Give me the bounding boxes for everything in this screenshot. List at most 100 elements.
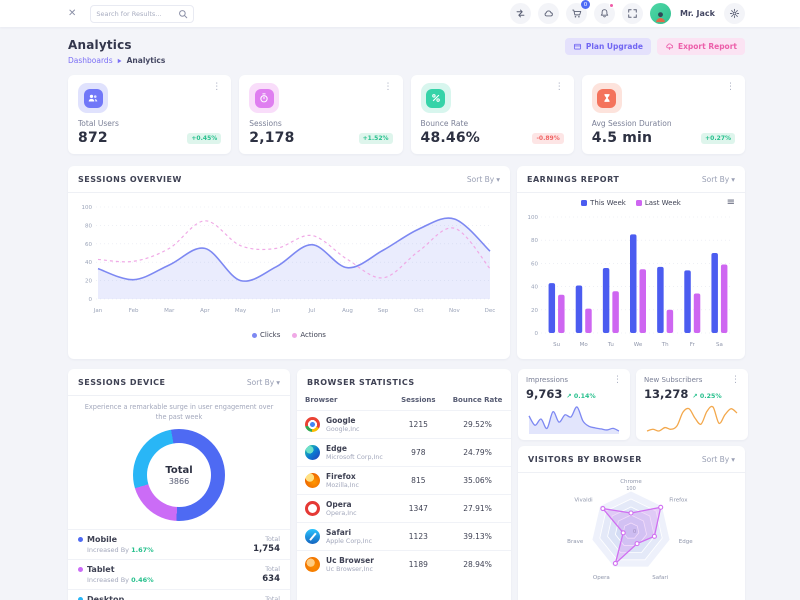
svg-text:Th: Th <box>661 342 669 348</box>
opera-icon <box>305 501 320 516</box>
export-report-button[interactable]: Export Report <box>656 38 745 55</box>
col-bounce-rate: Bounce Rate <box>444 389 511 411</box>
clicks-legend-dot <box>252 332 258 338</box>
svg-text:Dec: Dec <box>485 308 496 314</box>
svg-text:Aug: Aug <box>342 308 353 314</box>
search-box[interactable] <box>90 4 195 23</box>
panel-title: SESSIONS OVERVIEW <box>78 175 182 184</box>
card-icon <box>573 43 581 50</box>
gear-icon[interactable] <box>724 3 745 24</box>
svg-text:100: 100 <box>626 486 636 492</box>
svg-text:Safari: Safari <box>652 575 668 581</box>
new-subscribers-sparkline <box>646 405 738 432</box>
page-title: Analytics <box>68 38 132 52</box>
svg-text:Firefox: Firefox <box>669 497 688 503</box>
breadcrumb: Dashboards Analytics <box>68 56 165 65</box>
svg-text:Oct: Oct <box>414 308 424 314</box>
hamburger-menu-icon[interactable]: ≡ <box>726 197 735 208</box>
panel-title: EARNINGS REPORT <box>527 175 620 184</box>
search-icon[interactable] <box>178 9 188 19</box>
last-week-legend-label: Last Week <box>644 199 681 207</box>
sort-by-dropdown[interactable]: Sort By ▾ <box>701 455 735 464</box>
trend-up-icon: ↗ <box>692 393 698 400</box>
svg-text:Nov: Nov <box>449 308 460 314</box>
topbar: ✕ 0 <box>0 0 800 27</box>
impressions-card: Impressions ⋮ 9,763 ↗ 0.14% <box>518 369 630 440</box>
visitors-by-browser-panel: VISITORS BY BROWSER Sort By ▾ Chrome Firef… <box>518 446 745 600</box>
kebab-menu-icon[interactable]: ⋮ <box>726 82 735 92</box>
swap-icon[interactable] <box>509 3 531 24</box>
kebab-menu-icon[interactable]: ⋮ <box>212 82 222 92</box>
delta-badge: -0.89% <box>532 132 564 144</box>
kebab-menu-icon[interactable]: ⋮ <box>613 375 622 385</box>
svg-text:100: 100 <box>82 205 93 211</box>
svg-text:40: 40 <box>531 285 538 291</box>
svg-text:Edge: Edge <box>679 539 693 545</box>
svg-text:100: 100 <box>528 215 539 221</box>
svg-text:0: 0 <box>535 331 539 337</box>
svg-text:Sep: Sep <box>378 308 389 314</box>
device-row-desktop: Desktop Decresed By 3.43% Total 878 <box>68 589 290 600</box>
svg-text:May: May <box>235 308 247 314</box>
users-icon <box>83 88 103 108</box>
page-header: Analytics Dashboards Analytics Plan Upgr… <box>68 38 745 65</box>
stat-label: Total Users <box>78 119 119 128</box>
sessions-device-panel: SESSIONS DEVICE Sort By ▾ Experience a re… <box>68 369 290 600</box>
chevron-down-icon: ▾ <box>731 175 735 184</box>
new-subscribers-card: New Subscribers ⋮ 13,278 ↗ 0.25% <box>636 369 748 440</box>
svg-text:20: 20 <box>85 279 92 285</box>
svg-text:Jan: Jan <box>93 308 103 314</box>
kebab-menu-icon[interactable]: ⋮ <box>383 82 393 92</box>
svg-text:Opera: Opera <box>593 575 610 581</box>
impressions-sparkline <box>528 406 620 434</box>
svg-text:Mar: Mar <box>164 308 175 314</box>
donut-center-value: 3866 <box>168 476 190 486</box>
kebab-menu-icon[interactable]: ⋮ <box>731 375 740 385</box>
delta-badge: +0.27% <box>701 132 735 144</box>
browser-statistics-panel: BROWSER STATISTICS Browser Sessions Boun… <box>297 369 511 600</box>
stat-value: 4.5 min <box>591 130 653 146</box>
percent-icon <box>426 88 445 108</box>
bell-icon[interactable] <box>593 3 615 24</box>
cart-icon[interactable]: 0 <box>565 0 590 24</box>
sessions-overview-chart: 0 20 40 60 80 100 Jan Feb Mar Apr May Jun Jul Aug Sep O… <box>82 205 496 314</box>
close-icon[interactable]: ✕ <box>68 8 77 19</box>
svg-text:Brave: Brave <box>567 539 584 545</box>
impressions-value: 9,763 <box>526 387 563 401</box>
timer-icon <box>254 88 274 108</box>
col-sessions: Sessions <box>392 389 445 411</box>
actions-legend-dot <box>292 332 298 338</box>
sort-by-dropdown[interactable]: Sort By ▾ <box>246 378 280 387</box>
stat-value: 872 <box>78 130 108 146</box>
chevron-down-icon: ▾ <box>496 175 500 184</box>
device-row-tablet: Tablet Increased By 0.46% Total 634 <box>68 559 290 589</box>
panel-title: SESSIONS DEVICE <box>78 378 166 387</box>
svg-text:60: 60 <box>531 261 538 267</box>
visitors-by-browser-radar-chart: Chrome Firefox Edge Safari Opera Brave Vivaldi… <box>567 479 693 581</box>
panel-title: BROWSER STATISTICS <box>307 378 415 387</box>
sessions-device-subtitle: Experience a remarkable surge in user en… <box>84 403 274 421</box>
kebab-menu-icon[interactable]: ⋮ <box>554 82 564 92</box>
cloud-icon[interactable] <box>537 3 559 24</box>
user-name[interactable]: Mr. Jack <box>679 9 715 18</box>
breadcrumb-dashboards[interactable]: Dashboards <box>68 56 113 65</box>
tablet-dot <box>78 567 83 573</box>
svg-text:40: 40 <box>85 260 92 266</box>
table-row: Opera Opera,Inc 1347 27.91% <box>297 494 511 523</box>
search-input[interactable] <box>96 9 179 18</box>
svg-text:Mo: Mo <box>580 342 589 348</box>
plan-upgrade-button[interactable]: Plan Upgrade <box>564 38 651 55</box>
clicks-legend-label: Clicks <box>260 331 281 339</box>
sort-by-dropdown[interactable]: Sort By ▾ <box>466 175 500 184</box>
trend-up-icon: ↗ <box>566 393 572 400</box>
sort-by-dropdown[interactable]: Sort By ▾ <box>701 175 735 184</box>
breadcrumb-analytics: Analytics <box>126 56 166 65</box>
stat-label: Avg Session Duration <box>591 119 672 128</box>
uc-browser-icon <box>305 557 320 572</box>
new-subscribers-label: New Subscribers <box>644 376 703 384</box>
fullscreen-icon[interactable] <box>621 3 643 24</box>
stat-cards: ⋮ Total Users 872 +0.45% ⋮ Sessions 2,17… <box>68 75 745 154</box>
svg-text:Jul: Jul <box>307 308 315 314</box>
avatar[interactable] <box>649 3 671 24</box>
sessions-device-donut-chart: Total 3866 <box>133 429 225 522</box>
